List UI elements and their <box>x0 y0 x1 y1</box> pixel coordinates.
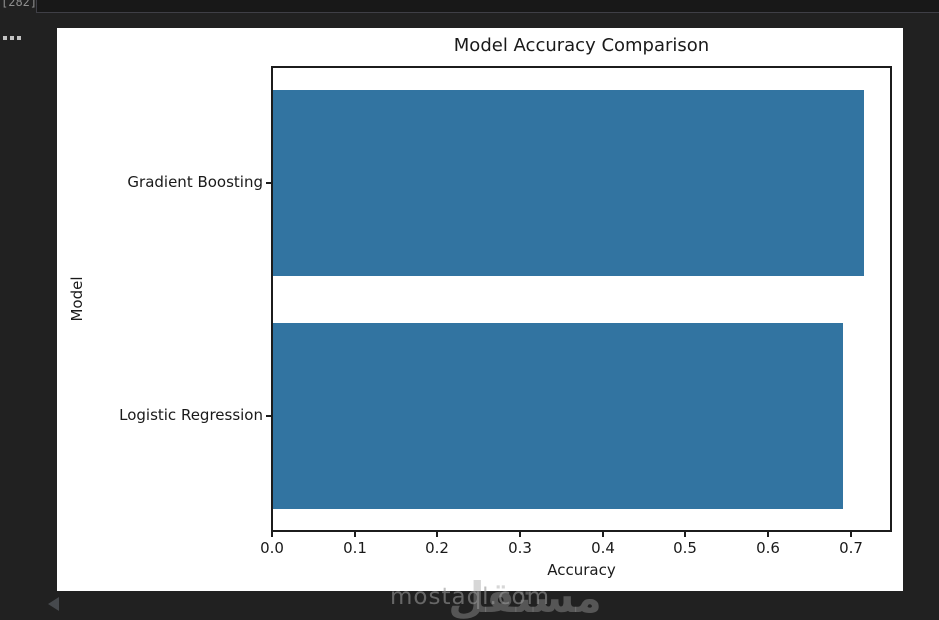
x-tick-mark <box>850 532 852 537</box>
bar-logistic-regression <box>273 323 843 509</box>
x-tick-label: 0.7 <box>839 539 863 557</box>
x-tick-mark <box>684 532 686 537</box>
x-tick-label: 0.3 <box>508 539 532 557</box>
y-tick-label: Logistic Regression <box>119 406 263 424</box>
chart-title: Model Accuracy Comparison <box>453 35 710 56</box>
cell-more-actions-icon[interactable] <box>3 36 21 40</box>
code-cell-bottom-edge[interactable] <box>36 0 939 13</box>
x-tick-label: 0.1 <box>343 539 367 557</box>
x-axis-label: Accuracy <box>547 561 616 579</box>
y-tick-mark <box>266 182 271 184</box>
y-tick-mark <box>266 415 271 417</box>
y-tick-label: Gradient Boosting <box>127 173 263 191</box>
execution-count: [282] <box>1 0 38 9</box>
x-tick-mark <box>519 532 521 537</box>
x-tick-mark <box>436 532 438 537</box>
x-tick-mark <box>602 532 604 537</box>
output-collapse-triangle-icon[interactable] <box>48 597 59 611</box>
y-axis-label: Model <box>68 276 86 322</box>
dot-icon <box>3 36 7 40</box>
x-tick-mark <box>354 532 356 537</box>
x-tick-label: 0.2 <box>425 539 449 557</box>
x-tick-mark <box>271 532 273 537</box>
mostaql-logo-watermark: مستقل <box>448 573 602 620</box>
matplotlib-figure: Model Accuracy Comparison Gradient Boost… <box>57 28 903 620</box>
watermark-site-text: mostaql.com <box>390 584 550 610</box>
dot-icon <box>10 36 14 40</box>
x-tick-mark <box>767 532 769 537</box>
dot-icon <box>17 36 21 40</box>
x-tick-label: 0.5 <box>673 539 697 557</box>
chart-axes <box>271 66 892 532</box>
x-tick-label: 0.6 <box>756 539 780 557</box>
bar-gradient-boosting <box>273 90 864 276</box>
x-tick-label: 0.0 <box>260 539 284 557</box>
x-tick-label: 0.4 <box>591 539 615 557</box>
